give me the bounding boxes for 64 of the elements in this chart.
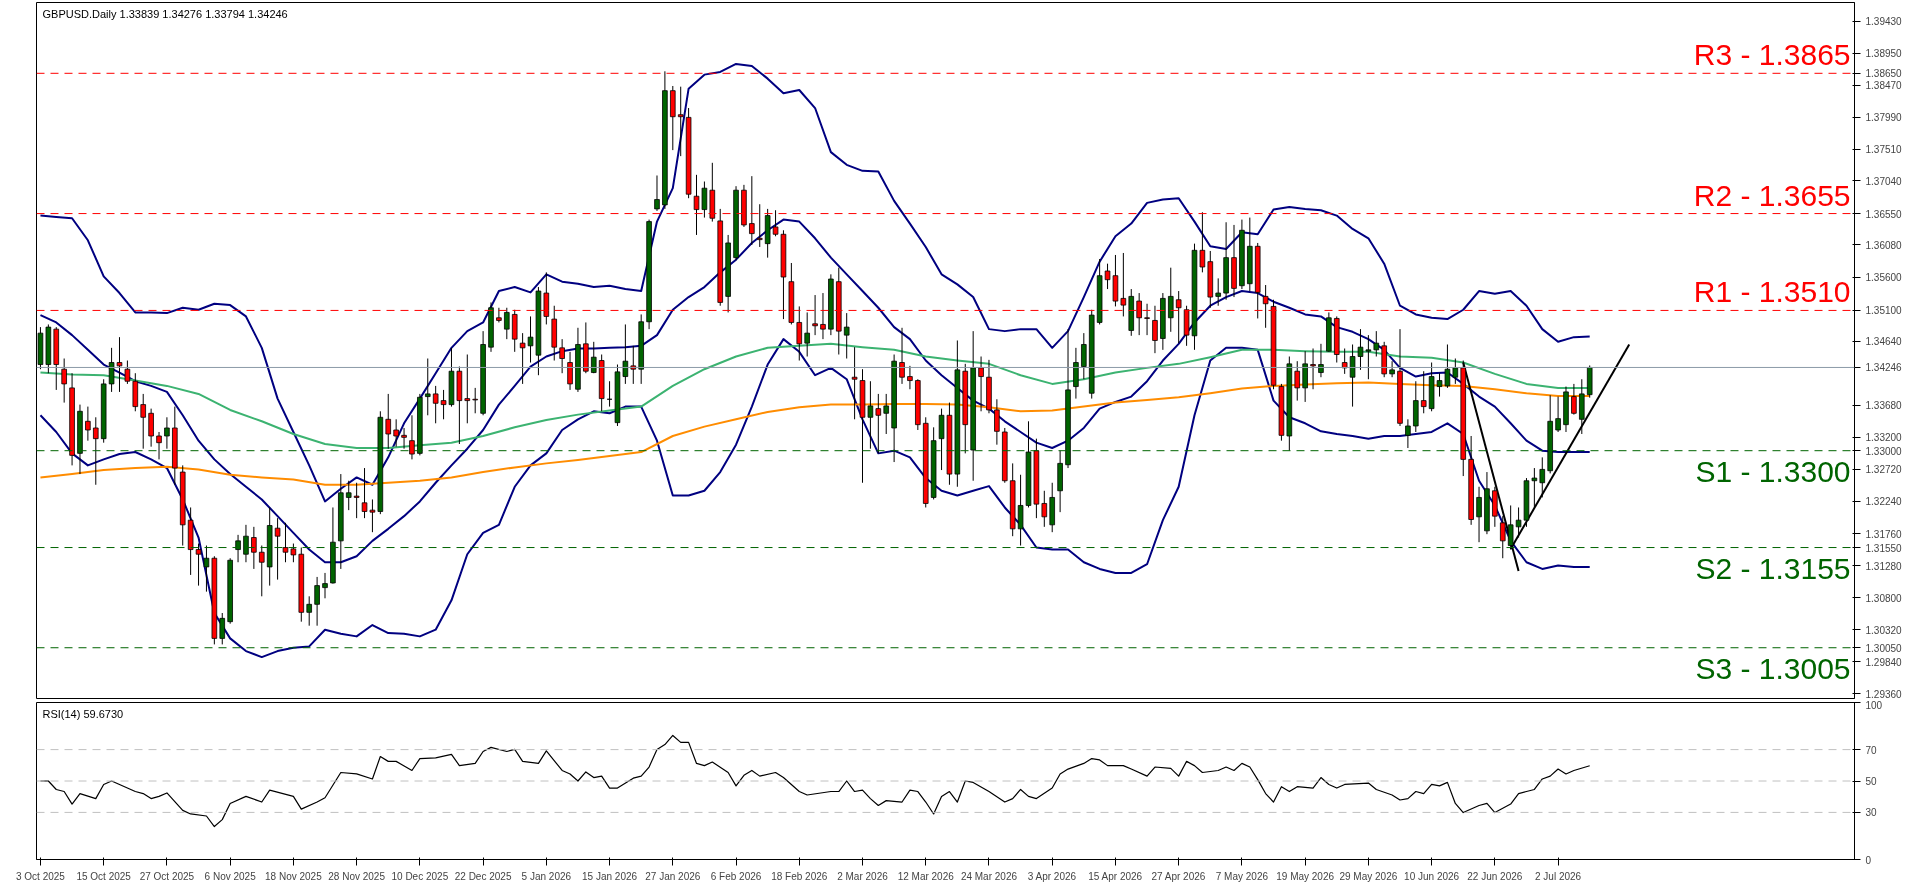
x-tick-label: 27 Jan 2026 — [645, 870, 701, 882]
ref-line-label: S1 - 1.3300 — [1695, 454, 1851, 488]
y-tick-label: 1.32240 — [1865, 496, 1903, 508]
y-tick-label: 1.33000 — [1865, 445, 1903, 457]
y-tick-label: 1.30800 — [1865, 592, 1903, 604]
x-tick-label: 27 Apr 2026 — [1151, 870, 1206, 882]
y-tick-label: 1.39430 — [1865, 16, 1903, 28]
x-tick-label: 7 May 2026 — [1215, 870, 1269, 882]
y-tick-label: 1.37040 — [1865, 175, 1903, 187]
x-tick-label: 3 Apr 2026 — [1027, 870, 1077, 882]
x-tick-label: 19 May 2026 — [1276, 870, 1335, 882]
x-tick-label: 18 Nov 2025 — [265, 870, 323, 882]
y-tick-label: 1.32720 — [1865, 464, 1903, 476]
y-tick-label: 1.31550 — [1865, 542, 1903, 554]
x-tick-label: 5 Jan 2026 — [521, 870, 572, 882]
ref-line-label: S3 - 1.3005 — [1695, 651, 1851, 685]
x-tick-label: 6 Nov 2025 — [204, 870, 257, 882]
x-tick-label: 15 Jan 2026 — [582, 870, 638, 882]
x-tick-label: 2 Jul 2026 — [1535, 870, 1582, 882]
y-tick-label: 1.33200 — [1865, 432, 1903, 444]
x-tick-label: 18 Feb 2026 — [771, 870, 828, 882]
y-tick-label: 1.31760 — [1865, 528, 1903, 540]
x-tick-label: 29 May 2026 — [1339, 870, 1398, 882]
y-tick-label: 1.37990 — [1865, 112, 1903, 124]
x-tick-label: 28 Nov 2025 — [328, 870, 386, 882]
y-tick-label: 1.37510 — [1865, 144, 1903, 156]
y-tick-label: 1.30050 — [1865, 642, 1903, 654]
x-tick-label: 6 Feb 2026 — [710, 870, 762, 882]
y-tick-label: 1.29840 — [1865, 656, 1903, 668]
x-tick-label: 12 Mar 2026 — [897, 870, 955, 882]
y-tick-label: 1.34640 — [1865, 336, 1903, 348]
ref-line-label: R2 - 1.3655 — [1693, 178, 1851, 212]
y-tick-label: 1.38950 — [1865, 48, 1903, 60]
y-tick-label: 1.30320 — [1865, 624, 1903, 636]
y-tick-label: 1.38470 — [1865, 80, 1903, 92]
x-tick-label: 15 Apr 2026 — [1088, 870, 1143, 882]
x-tick-label: 22 Dec 2025 — [454, 870, 512, 882]
y-tick-label: 0 — [1865, 854, 1872, 866]
y-tick-label: 30 — [1865, 807, 1878, 819]
ref-line-label: S2 - 1.3155 — [1695, 551, 1851, 585]
x-tick-label: 22 Jun 2026 — [1467, 870, 1523, 882]
y-tick-label: 1.38650 — [1865, 68, 1903, 80]
y-tick-label: 1.34246 — [1865, 362, 1903, 374]
y-tick-label: 1.35600 — [1865, 272, 1903, 284]
chart-title: GBPUSD.Daily 1.33839 1.34276 1.33794 1.34246 — [42, 7, 288, 20]
y-tick-label: 1.31280 — [1865, 560, 1903, 572]
y-tick-label: 1.36080 — [1865, 239, 1903, 251]
y-tick-label: 70 — [1865, 744, 1878, 756]
ref-line-label: R3 - 1.3865 — [1693, 38, 1851, 72]
x-tick-label: 10 Dec 2025 — [391, 870, 449, 882]
ref-line-label: R1 - 1.3510 — [1693, 275, 1851, 309]
y-tick-label: 1.35100 — [1865, 305, 1903, 317]
y-tick-label: 50 — [1865, 776, 1878, 787]
y-tick-label: 1.33680 — [1865, 400, 1903, 412]
x-tick-label: 2 Mar 2026 — [837, 870, 889, 882]
y-tick-label: 1.36550 — [1865, 208, 1903, 220]
chart-title: RSI(14) 59.6730 — [42, 707, 124, 720]
y-tick-label: 100 — [1865, 699, 1883, 711]
x-tick-label: 15 Oct 2025 — [76, 870, 132, 882]
x-tick-label: 27 Oct 2025 — [139, 870, 195, 882]
x-tick-label: 3 Oct 2025 — [15, 870, 66, 882]
x-tick-label: 10 Jun 2026 — [1404, 870, 1460, 882]
x-tick-label: 24 Mar 2026 — [960, 870, 1018, 882]
y-tick-label: 1.29360 — [1865, 688, 1903, 700]
